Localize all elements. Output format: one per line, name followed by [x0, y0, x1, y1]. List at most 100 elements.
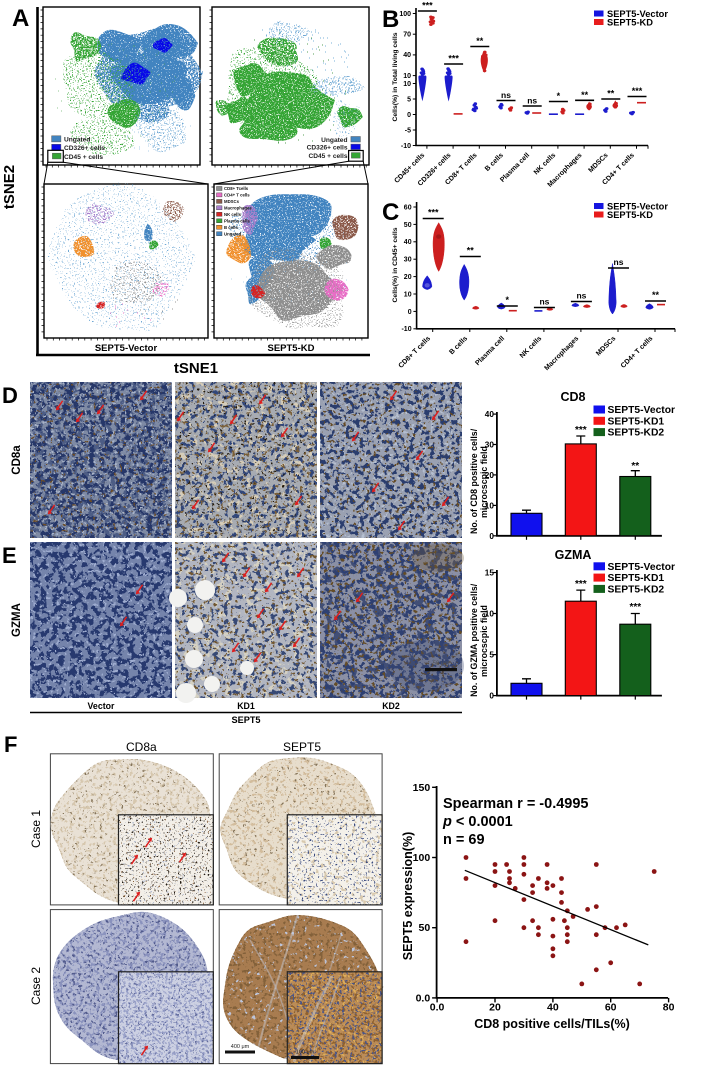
svg-text:***: *** [629, 602, 641, 613]
svg-text:SEPT5 expression(%): SEPT5 expression(%) [401, 832, 415, 961]
svg-text:**: ** [476, 36, 484, 46]
svg-text:50: 50 [419, 922, 431, 934]
svg-text:SEPT5-KD: SEPT5-KD [607, 210, 653, 220]
svg-text:SEPT5-KD2: SEPT5-KD2 [608, 584, 665, 595]
svg-text:CD8a: CD8a [126, 740, 157, 754]
svg-text:CD8 positive cells/TILs(%): CD8 positive cells/TILs(%) [474, 1017, 630, 1031]
svg-text:SEPT5: SEPT5 [231, 715, 260, 725]
svg-text:Plasma cell: Plasma cell [474, 335, 506, 367]
svg-text:SEPT5-Vector: SEPT5-Vector [608, 562, 676, 573]
svg-text:0.0: 0.0 [416, 992, 431, 1004]
svg-text:Macrophages: Macrophages [224, 206, 252, 211]
svg-text:*: * [557, 91, 561, 101]
svg-text:CD45 + cells: CD45 + cells [64, 154, 103, 161]
svg-text:10: 10 [485, 501, 495, 510]
svg-text:tSNE2: tSNE2 [1, 165, 18, 209]
svg-text:Plasma cells: Plasma cells [224, 218, 250, 223]
svg-text:40: 40 [404, 239, 412, 246]
svg-text:50: 50 [404, 222, 412, 229]
svg-text:Ungated: Ungated [224, 231, 242, 236]
svg-text:SEPT5-KD1: SEPT5-KD1 [608, 573, 665, 584]
svg-text:**: ** [631, 461, 639, 472]
svg-text:microcscpic field: microcscpic field [479, 446, 489, 518]
svg-text:A: A [12, 5, 29, 32]
svg-text:Ungated: Ungated [321, 137, 347, 144]
svg-text:60: 60 [404, 204, 412, 211]
svg-text:5: 5 [407, 96, 411, 103]
svg-text:400 μm: 400 μm [231, 1044, 250, 1050]
svg-text:-10: -10 [401, 143, 411, 150]
svg-text:No. of CD8 positive cells/: No. of CD8 positive cells/ [469, 428, 479, 534]
svg-text:B cells: B cells [448, 335, 469, 356]
svg-text:B cells: B cells [224, 225, 238, 230]
svg-text:CD8+ T cells: CD8+ T cells [398, 335, 433, 370]
svg-text:Cells(%) in CD45+ cells: Cells(%) in CD45+ cells [392, 227, 399, 302]
svg-text:***: *** [575, 579, 587, 590]
svg-text:**: ** [467, 246, 475, 256]
svg-text:B: B [382, 6, 399, 33]
svg-text:0: 0 [489, 532, 494, 541]
svg-text:MDSCs: MDSCs [595, 335, 617, 357]
svg-text:B cells: B cells [484, 152, 505, 173]
svg-text:0: 0 [407, 112, 411, 119]
svg-text:50 μm: 50 μm [433, 661, 450, 667]
svg-text:40: 40 [547, 1002, 559, 1014]
svg-text:0: 0 [408, 309, 412, 316]
svg-text:n = 69: n = 69 [443, 832, 485, 848]
svg-text:-5: -5 [405, 127, 411, 134]
svg-text:100: 100 [413, 852, 431, 864]
svg-text:CD326+ cells: CD326+ cells [307, 144, 348, 151]
svg-text:CD8+ Tcells: CD8+ Tcells [224, 186, 249, 191]
svg-text:SEPT5-KD: SEPT5-KD [607, 18, 653, 28]
svg-text:15: 15 [485, 569, 495, 578]
svg-text:80: 80 [663, 1002, 675, 1014]
svg-text:SEPT5-KD: SEPT5-KD [268, 343, 315, 354]
svg-text:**: ** [607, 89, 615, 99]
svg-text:ns: ns [539, 297, 549, 307]
svg-text:5: 5 [489, 651, 494, 660]
svg-text:**: ** [581, 90, 589, 100]
svg-text:KD1: KD1 [237, 701, 255, 711]
svg-text:SEPT5-KD2: SEPT5-KD2 [608, 428, 665, 439]
svg-text:20: 20 [404, 274, 412, 281]
svg-text:10: 10 [404, 291, 412, 298]
svg-text:30: 30 [485, 441, 495, 450]
svg-text:Case 1: Case 1 [29, 810, 43, 848]
svg-text:SEPT5-Vector: SEPT5-Vector [607, 202, 668, 212]
svg-text:60: 60 [605, 1002, 617, 1014]
svg-text:GZMA: GZMA [555, 548, 592, 562]
svg-text:10: 10 [403, 73, 411, 80]
svg-text:E: E [2, 543, 17, 568]
svg-text:***: *** [428, 208, 439, 218]
svg-text:ns: ns [614, 257, 624, 267]
svg-text:0.0: 0.0 [430, 1002, 445, 1014]
svg-text:150: 150 [413, 782, 431, 794]
svg-text:NK cells: NK cells [224, 212, 242, 217]
svg-text:Macrophages: Macrophages [543, 335, 580, 372]
svg-text:SEPT5-KD1: SEPT5-KD1 [608, 416, 665, 427]
svg-text:70: 70 [403, 32, 411, 39]
svg-text:CD8: CD8 [560, 390, 585, 404]
svg-text:tSNE1: tSNE1 [174, 360, 218, 377]
svg-text:10: 10 [403, 81, 411, 88]
svg-text:100 μm: 100 μm [296, 1050, 315, 1056]
svg-text:F: F [4, 732, 17, 757]
svg-text:NK cells: NK cells [533, 152, 558, 177]
svg-text:NK cells: NK cells [519, 335, 544, 360]
svg-text:***: *** [422, 1, 433, 11]
svg-text:-10: -10 [401, 326, 411, 333]
svg-text:KD2: KD2 [382, 701, 400, 711]
svg-text:SEPT5-Vector: SEPT5-Vector [607, 9, 668, 19]
svg-text:0: 0 [489, 692, 494, 701]
svg-text:40: 40 [403, 52, 411, 59]
svg-text:Case 2: Case 2 [29, 967, 43, 1005]
svg-text:C: C [382, 199, 399, 226]
svg-text:Ungated: Ungated [64, 137, 90, 144]
svg-text:10: 10 [485, 610, 495, 619]
svg-text:CD45 + cells: CD45 + cells [308, 153, 347, 160]
svg-text:***: *** [448, 54, 459, 64]
svg-text:Spearman r = -0.4995: Spearman r = -0.4995 [443, 796, 589, 812]
svg-text:MDSCs: MDSCs [224, 199, 240, 204]
svg-text:ns: ns [501, 90, 511, 100]
svg-text:No. of GZMA positive cells/: No. of GZMA positive cells/ [469, 583, 479, 697]
